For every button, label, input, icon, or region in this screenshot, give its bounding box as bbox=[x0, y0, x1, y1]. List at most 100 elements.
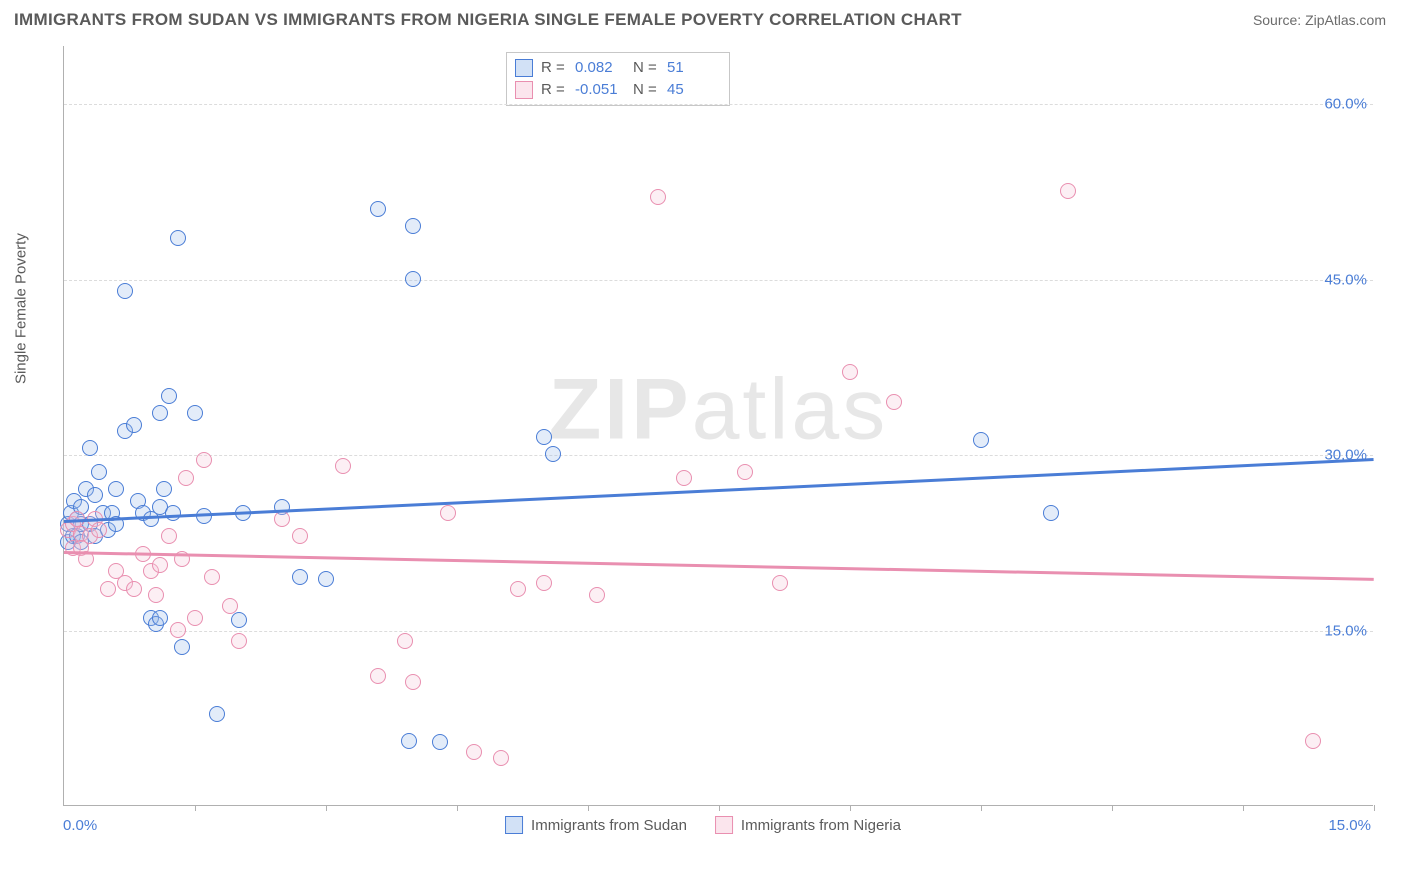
scatter-point-nigeria bbox=[187, 610, 203, 626]
x-axis-min-label: 0.0% bbox=[63, 817, 97, 834]
scatter-point-sudan bbox=[973, 432, 989, 448]
trendline-sudan bbox=[64, 458, 1374, 522]
scatter-point-nigeria bbox=[1060, 183, 1076, 199]
x-tick bbox=[981, 805, 982, 811]
stats-N-value: 51 bbox=[667, 57, 717, 79]
y-tick-label: 60.0% bbox=[1324, 96, 1367, 113]
swatch-sudan bbox=[515, 59, 533, 77]
scatter-point-nigeria bbox=[222, 598, 238, 614]
stats-legend-box: R = 0.082 N = 51R = -0.051 N = 45 bbox=[506, 52, 730, 106]
plot-area: ZIPatlas R = 0.082 N = 51R = -0.051 N = 45 15.… bbox=[63, 46, 1373, 806]
scatter-point-nigeria bbox=[842, 364, 858, 380]
legend-item-nigeria: Immigrants from Nigeria bbox=[715, 816, 901, 834]
scatter-point-nigeria bbox=[178, 470, 194, 486]
scatter-point-sudan bbox=[161, 388, 177, 404]
scatter-point-sudan bbox=[405, 271, 421, 287]
scatter-point-nigeria bbox=[100, 581, 116, 597]
y-axis-label: Single Female Poverty bbox=[13, 233, 30, 384]
scatter-point-sudan bbox=[209, 706, 225, 722]
scatter-point-nigeria bbox=[440, 505, 456, 521]
scatter-point-sudan bbox=[1043, 505, 1059, 521]
scatter-point-nigeria bbox=[126, 581, 142, 597]
scatter-point-nigeria bbox=[405, 674, 421, 690]
stats-N-value: 45 bbox=[667, 79, 717, 101]
scatter-point-nigeria bbox=[589, 587, 605, 603]
watermark: ZIPatlas bbox=[549, 361, 888, 460]
x-tick bbox=[850, 805, 851, 811]
scatter-point-nigeria bbox=[231, 633, 247, 649]
y-tick-label: 45.0% bbox=[1324, 271, 1367, 288]
scatter-point-sudan bbox=[405, 218, 421, 234]
scatter-point-nigeria bbox=[493, 750, 509, 766]
scatter-point-sudan bbox=[196, 508, 212, 524]
scatter-point-sudan bbox=[165, 505, 181, 521]
chart-title: IMMIGRANTS FROM SUDAN VS IMMIGRANTS FROM… bbox=[14, 10, 962, 30]
scatter-point-sudan bbox=[432, 734, 448, 750]
gridline bbox=[64, 455, 1373, 456]
scatter-point-nigeria bbox=[886, 394, 902, 410]
x-tick bbox=[195, 805, 196, 811]
x-tick bbox=[588, 805, 589, 811]
x-tick bbox=[1243, 805, 1244, 811]
scatter-point-nigeria bbox=[397, 633, 413, 649]
scatter-point-sudan bbox=[174, 639, 190, 655]
bottom-legend: Immigrants from Sudan Immigrants from Nig… bbox=[505, 816, 901, 834]
scatter-point-nigeria bbox=[161, 528, 177, 544]
x-tick bbox=[1112, 805, 1113, 811]
scatter-point-nigeria bbox=[148, 587, 164, 603]
legend-label: Immigrants from Sudan bbox=[531, 817, 687, 834]
scatter-point-nigeria bbox=[274, 511, 290, 527]
swatch-nigeria bbox=[715, 816, 733, 834]
scatter-point-sudan bbox=[108, 481, 124, 497]
scatter-point-sudan bbox=[156, 481, 172, 497]
swatch-nigeria bbox=[515, 81, 533, 99]
scatter-point-nigeria bbox=[91, 522, 107, 538]
scatter-point-nigeria bbox=[737, 464, 753, 480]
stats-row-sudan: R =0.082N =51 bbox=[515, 57, 717, 79]
scatter-point-sudan bbox=[231, 612, 247, 628]
stats-R-value: 0.082 bbox=[575, 57, 625, 79]
scatter-point-sudan bbox=[187, 405, 203, 421]
legend-label: Immigrants from Nigeria bbox=[741, 817, 901, 834]
scatter-point-nigeria bbox=[370, 668, 386, 684]
scatter-point-nigeria bbox=[204, 569, 220, 585]
x-tick bbox=[326, 805, 327, 811]
x-axis-max-label: 15.0% bbox=[1328, 817, 1371, 834]
scatter-point-nigeria bbox=[196, 452, 212, 468]
scatter-point-nigeria bbox=[335, 458, 351, 474]
scatter-point-sudan bbox=[370, 201, 386, 217]
swatch-sudan bbox=[505, 816, 523, 834]
chart-container: Single Female Poverty ZIPatlas R = 0.082 N… bbox=[13, 36, 1393, 866]
scatter-point-nigeria bbox=[510, 581, 526, 597]
y-tick-label: 15.0% bbox=[1324, 622, 1367, 639]
scatter-point-sudan bbox=[152, 610, 168, 626]
scatter-point-nigeria bbox=[650, 189, 666, 205]
stats-R-value: -0.051 bbox=[575, 79, 625, 101]
scatter-point-sudan bbox=[545, 446, 561, 462]
x-tick bbox=[1374, 805, 1375, 811]
scatter-point-nigeria bbox=[152, 557, 168, 573]
source-label: Source: ZipAtlas.com bbox=[1253, 12, 1386, 28]
scatter-point-sudan bbox=[170, 230, 186, 246]
trendline-nigeria bbox=[64, 551, 1374, 580]
scatter-point-nigeria bbox=[772, 575, 788, 591]
stats-N-label: N = bbox=[633, 57, 659, 79]
scatter-point-sudan bbox=[91, 464, 107, 480]
stats-row-nigeria: R = -0.051 N = 45 bbox=[515, 79, 717, 101]
legend-item-sudan: Immigrants from Sudan bbox=[505, 816, 687, 834]
gridline bbox=[64, 280, 1373, 281]
scatter-point-sudan bbox=[117, 283, 133, 299]
gridline bbox=[64, 104, 1373, 105]
scatter-point-nigeria bbox=[292, 528, 308, 544]
scatter-point-sudan bbox=[82, 440, 98, 456]
scatter-point-sudan bbox=[536, 429, 552, 445]
scatter-point-nigeria bbox=[170, 622, 186, 638]
x-tick bbox=[457, 805, 458, 811]
scatter-point-sudan bbox=[292, 569, 308, 585]
scatter-point-nigeria bbox=[466, 744, 482, 760]
x-tick bbox=[719, 805, 720, 811]
stats-N-label: N = bbox=[633, 79, 659, 101]
scatter-point-nigeria bbox=[1305, 733, 1321, 749]
scatter-point-sudan bbox=[152, 405, 168, 421]
stats-R-label: R = bbox=[541, 79, 567, 101]
